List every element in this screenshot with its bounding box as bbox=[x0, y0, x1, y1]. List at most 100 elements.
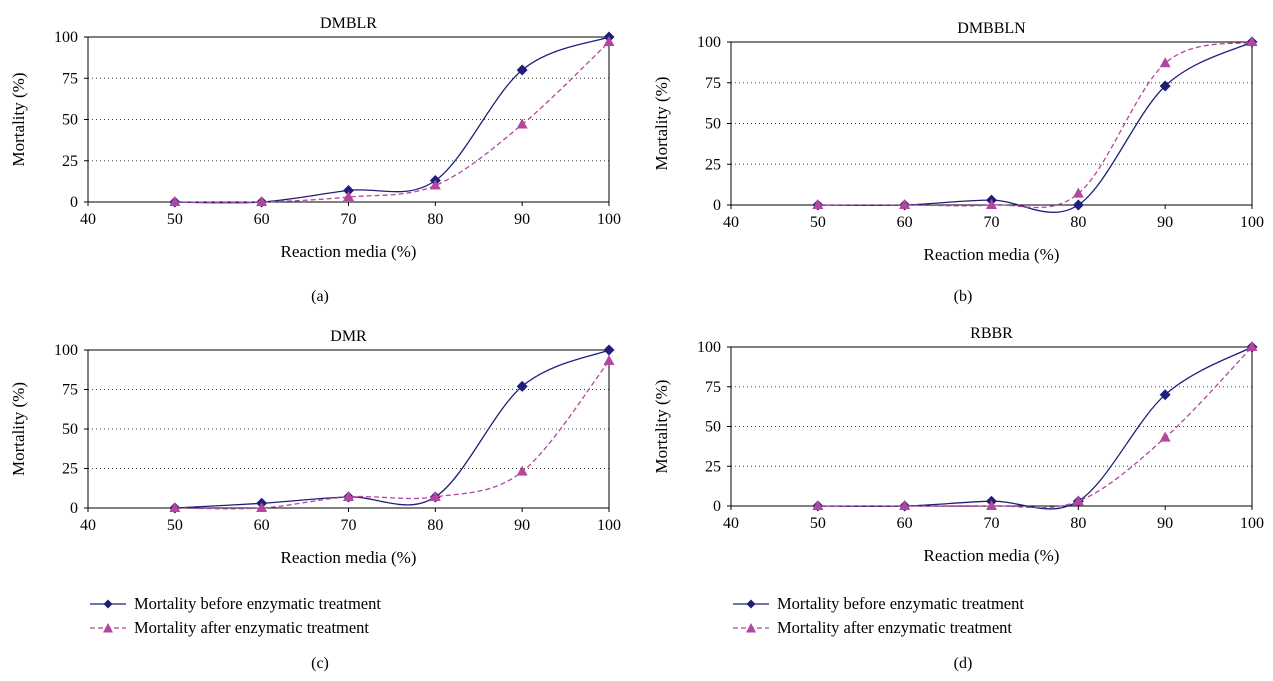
y-tick-label: 75 bbox=[62, 70, 78, 87]
y-axis-label: Mortality (%) bbox=[652, 77, 671, 171]
y-tick-label: 0 bbox=[70, 500, 78, 517]
x-tick-label: 60 bbox=[897, 515, 913, 532]
legend-label-before: Mortality before enzymatic treatment bbox=[134, 594, 381, 613]
y-tick-label: 25 bbox=[62, 153, 78, 170]
data-point-after bbox=[812, 500, 824, 510]
chart-panel: 0 25 50 75 100 40 50 60 70 80 90 100 DMBBLN Reaction … bbox=[652, 20, 1264, 264]
x-tick-label: 50 bbox=[810, 214, 826, 231]
x-tick-label: 40 bbox=[80, 211, 96, 228]
data-point-after bbox=[256, 196, 268, 206]
x-tick-label: 60 bbox=[254, 517, 270, 534]
data-point-after bbox=[516, 118, 528, 129]
data-point-after bbox=[1246, 341, 1258, 351]
y-tick-label: 0 bbox=[713, 498, 721, 515]
series-line-before bbox=[817, 41, 1253, 213]
chart-title: DMBBLN bbox=[957, 20, 1026, 37]
data-point-after bbox=[986, 199, 997, 209]
legend-swatch-after bbox=[90, 623, 126, 633]
y-tick-label: 50 bbox=[705, 116, 721, 133]
chart-title: DMR bbox=[330, 328, 367, 345]
data-point-before bbox=[343, 184, 354, 196]
y-tick-label: 75 bbox=[62, 382, 78, 399]
legend-label-before: Mortality before enzymatic treatment bbox=[777, 594, 1024, 613]
data-point-after bbox=[343, 490, 354, 501]
series-line-after bbox=[817, 346, 1253, 509]
y-tick-label: 25 bbox=[705, 458, 721, 475]
x-tick-label: 40 bbox=[723, 214, 739, 231]
x-tick-label: 40 bbox=[80, 517, 96, 534]
chart-title: DMBLR bbox=[320, 15, 377, 32]
y-tick-label: 0 bbox=[713, 197, 721, 214]
data-point-after bbox=[603, 35, 615, 46]
data-point-after bbox=[1159, 57, 1171, 68]
x-tick-label: 70 bbox=[341, 517, 357, 534]
x-tick-label: 100 bbox=[597, 211, 621, 228]
y-tick-label: 75 bbox=[705, 379, 721, 396]
data-point-after bbox=[1072, 495, 1084, 506]
series-line-after bbox=[174, 360, 610, 510]
y-tick-label: 100 bbox=[697, 339, 721, 356]
data-point-after bbox=[603, 355, 615, 366]
x-tick-label: 70 bbox=[341, 211, 357, 228]
legend-swatch-before bbox=[733, 599, 769, 609]
data-point-after bbox=[1072, 187, 1084, 198]
x-tick-label: 80 bbox=[1070, 515, 1086, 532]
data-point-after bbox=[1159, 431, 1171, 442]
data-point-before bbox=[516, 380, 528, 392]
x-tick-label: 50 bbox=[167, 517, 183, 534]
legend-entry-after: Mortality after enzymatic treatment bbox=[733, 616, 1024, 640]
x-tick-label: 50 bbox=[810, 515, 826, 532]
data-point-after bbox=[812, 199, 824, 209]
x-tick-label: 50 bbox=[167, 211, 183, 228]
x-tick-label: 100 bbox=[1240, 515, 1264, 532]
data-point-after bbox=[169, 196, 181, 206]
data-point-before bbox=[603, 344, 615, 356]
series-line-before bbox=[174, 36, 610, 204]
x-tick-label: 60 bbox=[897, 214, 913, 231]
y-axis-label: Mortality (%) bbox=[9, 382, 28, 476]
data-point-after bbox=[899, 199, 911, 209]
x-tick-label: 80 bbox=[427, 211, 443, 228]
x-tick-label: 90 bbox=[1157, 214, 1173, 231]
y-tick-label: 0 bbox=[70, 194, 78, 211]
chart-panel: 0 25 50 75 100 40 50 60 70 80 90 100 RBBR Reaction me… bbox=[652, 325, 1264, 565]
y-axis-label: Mortality (%) bbox=[652, 380, 671, 474]
series-line-after bbox=[174, 41, 610, 204]
data-point-after bbox=[516, 465, 528, 476]
series-line-before bbox=[817, 346, 1253, 510]
legend-left: Mortality before enzymatic treatment Mor… bbox=[90, 592, 381, 640]
x-tick-label: 80 bbox=[427, 517, 443, 534]
y-tick-label: 50 bbox=[62, 112, 78, 129]
data-point-after bbox=[429, 179, 441, 190]
x-tick-label: 40 bbox=[723, 515, 739, 532]
data-point-before bbox=[516, 64, 528, 76]
y-tick-label: 75 bbox=[705, 75, 721, 92]
series-line-after bbox=[817, 41, 1253, 209]
x-axis-label: Reaction media (%) bbox=[281, 548, 417, 567]
x-tick-label: 90 bbox=[514, 211, 530, 228]
panel-caption-b: (b) bbox=[953, 288, 973, 305]
data-point-after bbox=[1246, 36, 1258, 46]
x-tick-label: 70 bbox=[984, 515, 1000, 532]
x-tick-label: 60 bbox=[254, 211, 270, 228]
data-point-before bbox=[1159, 389, 1171, 401]
panel-caption-c: (c) bbox=[311, 655, 329, 672]
legend-right: Mortality before enzymatic treatment Mor… bbox=[733, 592, 1024, 640]
data-point-after bbox=[429, 490, 441, 501]
data-point-after bbox=[986, 500, 997, 510]
y-tick-label: 25 bbox=[62, 461, 78, 478]
x-axis-label: Reaction media (%) bbox=[924, 546, 1060, 565]
y-tick-label: 100 bbox=[54, 29, 78, 46]
legend-entry-after: Mortality after enzymatic treatment bbox=[90, 616, 381, 640]
y-tick-label: 50 bbox=[62, 421, 78, 438]
legend-label-after: Mortality after enzymatic treatment bbox=[777, 618, 1013, 637]
data-point-after bbox=[899, 500, 911, 510]
y-tick-label: 50 bbox=[705, 419, 721, 436]
chart-title: RBBR bbox=[970, 325, 1013, 342]
x-tick-label: 70 bbox=[984, 214, 1000, 231]
data-point-before bbox=[1072, 199, 1084, 211]
x-axis-label: Reaction media (%) bbox=[924, 245, 1060, 264]
data-point-after bbox=[169, 502, 181, 512]
data-point-after bbox=[256, 502, 268, 512]
